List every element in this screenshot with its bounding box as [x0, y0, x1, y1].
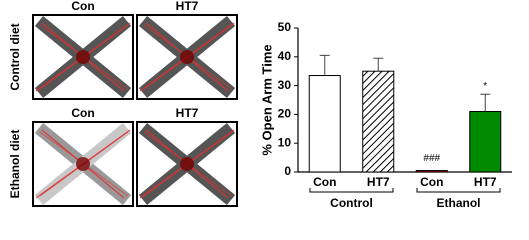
- y-tick-label: 20: [278, 107, 292, 121]
- y-tick-label: 0: [284, 164, 291, 178]
- panel-title: Con: [71, 106, 94, 120]
- maze-image: [34, 122, 132, 206]
- x-tick-label: Con: [420, 175, 443, 189]
- x-tick-label: HT7: [367, 175, 390, 189]
- group-label: Ethanol: [437, 196, 481, 210]
- x-tick-label: HT7: [474, 175, 497, 189]
- group-bracket: [416, 188, 501, 193]
- y-axis-label: % Open Arm Time: [259, 44, 274, 155]
- center-zone: [180, 157, 194, 171]
- bar: [415, 170, 448, 173]
- panel-title: Con: [71, 0, 94, 13]
- significance-label: *: [483, 81, 487, 92]
- y-tick-label: 40: [278, 49, 292, 63]
- maze-image: [34, 15, 132, 99]
- center-zone: [76, 157, 90, 171]
- group-bracket: [309, 188, 394, 193]
- x-tick-label: Con: [313, 175, 336, 189]
- row-label: Control diet: [8, 23, 22, 90]
- panel-title: HT7: [176, 106, 199, 120]
- bar: [362, 70, 395, 173]
- row-label: Ethanol diet: [8, 130, 22, 199]
- y-tick-label: 50: [278, 20, 292, 34]
- center-zone: [76, 50, 90, 64]
- panel-title: HT7: [176, 0, 199, 13]
- y-tick-label: 10: [278, 135, 292, 149]
- group-label: Control: [330, 196, 373, 210]
- bar: [469, 111, 502, 173]
- maze-image: [138, 122, 236, 206]
- bar: [308, 75, 341, 173]
- maze-image: [138, 15, 236, 99]
- y-tick-label: 30: [278, 78, 292, 92]
- center-zone: [180, 50, 194, 64]
- significance-label: ###: [423, 153, 440, 164]
- figure: % Open Arm Time Control diet Con HT7 Ethano…: [8, 0, 512, 210]
